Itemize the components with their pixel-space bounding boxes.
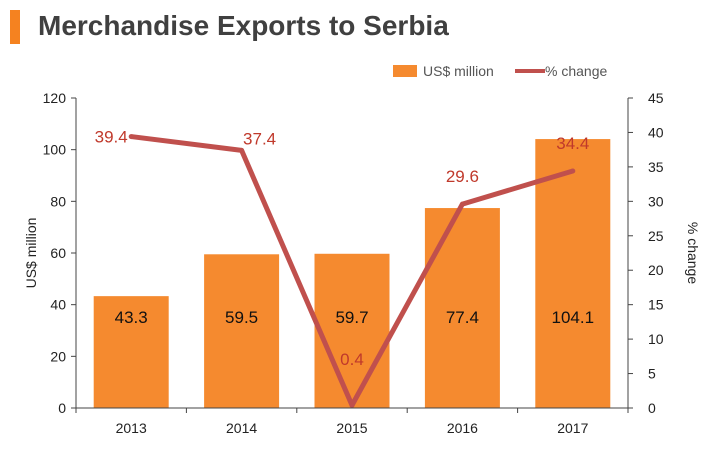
right-axis: 0 5 10 15 20 25 30 35 40 45 % change	[627, 90, 701, 416]
bar-2013	[93, 296, 169, 408]
bars	[93, 139, 611, 408]
legend-swatch-bar	[393, 65, 417, 77]
left-tick-label: 0	[58, 400, 66, 416]
bar-2015	[314, 253, 390, 408]
right-tick-label: 40	[648, 124, 664, 140]
right-tick-label: 20	[648, 262, 664, 278]
pct-change-point	[239, 147, 245, 153]
right-tick-label: 0	[648, 400, 656, 416]
left-tick-label: 20	[50, 348, 66, 364]
x-tick-label: 2015	[336, 420, 367, 436]
pct-change-point	[570, 168, 576, 174]
title-accent-bar	[10, 10, 20, 44]
right-tick-label: 10	[648, 331, 664, 347]
right-tick-label: 5	[648, 366, 656, 382]
pct-change-point	[349, 402, 355, 408]
data-labels: 43.3 59.5 59.7 77.4 104.1 39.4 37.4 0.4 29.6 34.4	[95, 128, 594, 370]
line-series	[128, 134, 576, 408]
legend: US$ million % change	[393, 63, 607, 79]
left-axis-title: US$ million	[23, 218, 39, 289]
left-axis: 0 20 40 60 80 100 120 US$ million	[23, 90, 77, 416]
legend-label-bar: US$ million	[423, 63, 494, 79]
legend-label-line: % change	[545, 63, 607, 79]
bar-2014	[204, 254, 280, 408]
pct-change-point	[459, 201, 465, 207]
left-tick-label: 100	[43, 142, 67, 158]
right-tick-label: 30	[648, 193, 664, 209]
pct-change-point	[128, 134, 134, 140]
right-tick-label: 15	[648, 297, 664, 313]
left-tick-label: 80	[50, 193, 66, 209]
bar-value-label: 77.4	[446, 308, 479, 327]
pct-change-label: 29.6	[446, 167, 479, 186]
pct-change-label: 39.4	[95, 128, 128, 147]
bar-value-label: 59.5	[225, 308, 258, 327]
bar-2017	[535, 139, 611, 408]
right-tick-label: 25	[648, 228, 664, 244]
left-tick-label: 120	[43, 90, 67, 106]
pct-change-label: 37.4	[243, 129, 276, 148]
x-axis: 2013 2014 2015 2016 2017	[75, 407, 629, 436]
pct-change-label: 0.4	[340, 350, 364, 369]
x-tick-label: 2013	[116, 420, 147, 436]
bar-value-label: 59.7	[335, 308, 368, 327]
bar-value-label: 104.1	[552, 308, 595, 327]
right-tick-label: 35	[648, 159, 664, 175]
right-tick-label: 45	[648, 90, 664, 106]
bar-2016	[424, 208, 500, 408]
x-tick-label: 2014	[226, 420, 257, 436]
x-tick-label: 2016	[447, 420, 478, 436]
left-tick-label: 40	[50, 297, 66, 313]
left-tick-label: 60	[50, 245, 66, 261]
pct-change-label: 34.4	[556, 134, 589, 153]
x-tick-label: 2017	[557, 420, 588, 436]
right-axis-title: % change	[685, 222, 701, 284]
bar-value-label: 43.3	[115, 308, 148, 327]
page-title: Merchandise Exports to Serbia	[38, 10, 449, 41]
